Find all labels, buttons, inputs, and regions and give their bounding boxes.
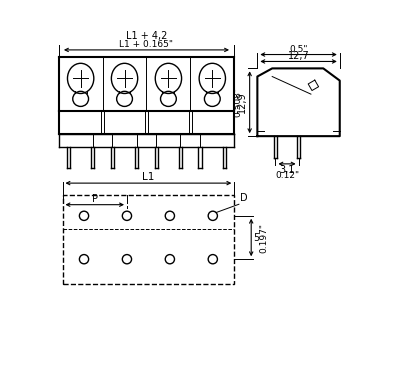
Text: 0.12": 0.12"	[275, 171, 299, 180]
Text: 3,1: 3,1	[279, 165, 295, 175]
Text: L1 + 0.165": L1 + 0.165"	[120, 40, 174, 49]
Text: 12,9: 12,9	[237, 92, 247, 113]
Text: 12,7: 12,7	[288, 51, 310, 61]
Text: P: P	[92, 194, 98, 204]
Text: D: D	[240, 193, 248, 203]
Text: 0.5": 0.5"	[289, 45, 308, 54]
Text: L1 + 4,2: L1 + 4,2	[126, 32, 167, 42]
Text: 5: 5	[254, 233, 260, 243]
Text: L1: L1	[142, 171, 154, 181]
Text: 0.197": 0.197"	[259, 223, 268, 253]
Text: 0.508": 0.508"	[233, 87, 242, 117]
